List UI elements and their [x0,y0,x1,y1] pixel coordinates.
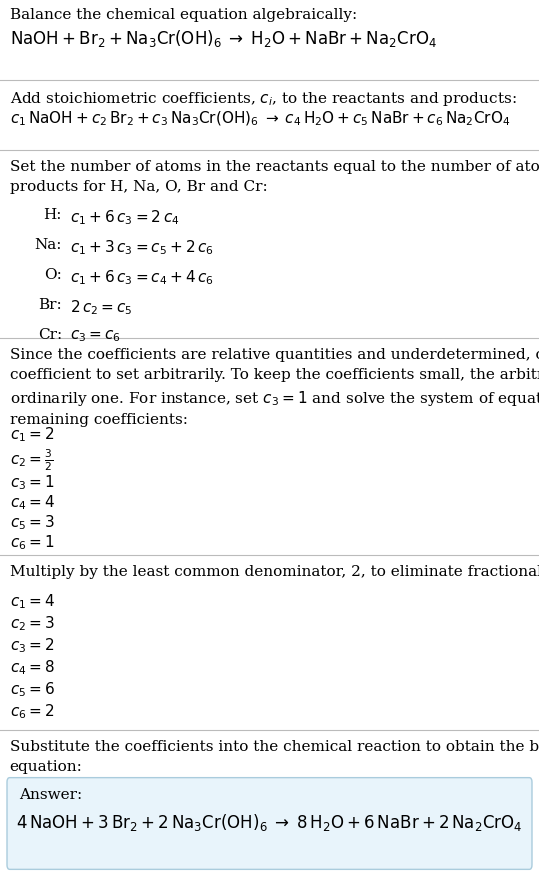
Text: $c_5 = 6$: $c_5 = 6$ [10,680,55,698]
Text: Set the number of atoms in the reactants equal to the number of atoms in the
pro: Set the number of atoms in the reactants… [10,160,539,194]
Text: $\mathrm{NaOH + Br_2 + Na_3Cr(OH)_6 \;\rightarrow\; H_2O + NaBr + Na_2CrO_4}$: $\mathrm{NaOH + Br_2 + Na_3Cr(OH)_6 \;\r… [10,28,437,49]
Text: $c_5 = 3$: $c_5 = 3$ [10,513,54,532]
Text: $c_1 + 6\,c_3 = c_4 + 4\,c_6$: $c_1 + 6\,c_3 = c_4 + 4\,c_6$ [70,268,214,287]
Text: $c_3 = c_6$: $c_3 = c_6$ [70,328,121,344]
Text: Answer:: Answer: [19,788,82,802]
Text: $c_1 + 3\,c_3 = c_5 + 2\,c_6$: $c_1 + 3\,c_3 = c_5 + 2\,c_6$ [70,238,214,256]
Text: $c_1\,\mathrm{NaOH} + c_2\,\mathrm{Br_2} + c_3\,\mathrm{Na_3Cr(OH)_6}\;\rightarr: $c_1\,\mathrm{NaOH} + c_2\,\mathrm{Br_2}… [10,110,510,128]
Text: $c_3 = 2$: $c_3 = 2$ [10,636,54,655]
Text: $c_1 + 6\,c_3 = 2\,c_4$: $c_1 + 6\,c_3 = 2\,c_4$ [70,208,179,227]
Text: $c_1 = 4$: $c_1 = 4$ [10,592,55,610]
Text: $2\,c_2 = c_5$: $2\,c_2 = c_5$ [70,298,133,317]
Text: Br:: Br: [38,298,62,312]
Text: $c_2 = \frac{3}{2}$: $c_2 = \frac{3}{2}$ [10,447,53,473]
Text: $c_6 = 1$: $c_6 = 1$ [10,533,54,552]
Text: Cr:: Cr: [38,328,62,342]
Text: $c_4 = 4$: $c_4 = 4$ [10,493,55,512]
Text: Balance the chemical equation algebraically:: Balance the chemical equation algebraica… [10,8,357,22]
Text: H:: H: [44,208,62,222]
Text: Substitute the coefficients into the chemical reaction to obtain the balanced
eq: Substitute the coefficients into the che… [10,740,539,773]
Text: $c_2 = 3$: $c_2 = 3$ [10,614,54,633]
Text: $c_1 = 2$: $c_1 = 2$ [10,425,54,444]
Text: $c_3 = 1$: $c_3 = 1$ [10,473,54,492]
Text: O:: O: [44,268,62,282]
Text: $c_4 = 8$: $c_4 = 8$ [10,658,54,677]
Text: $4\,\mathrm{NaOH} + 3\,\mathrm{Br_2} + 2\,\mathrm{Na_3Cr(OH)_6}\;\rightarrow\; 8: $4\,\mathrm{NaOH} + 3\,\mathrm{Br_2} + 2… [16,812,523,833]
Text: Since the coefficients are relative quantities and underdetermined, choose a
coe: Since the coefficients are relative quan… [10,348,539,427]
Text: Add stoichiometric coefficients, $c_i$, to the reactants and products:: Add stoichiometric coefficients, $c_i$, … [10,90,516,108]
Text: Na:: Na: [34,238,62,252]
Text: Multiply by the least common denominator, 2, to eliminate fractional coefficient: Multiply by the least common denominator… [10,565,539,579]
FancyBboxPatch shape [7,778,532,869]
Text: $c_6 = 2$: $c_6 = 2$ [10,702,54,720]
